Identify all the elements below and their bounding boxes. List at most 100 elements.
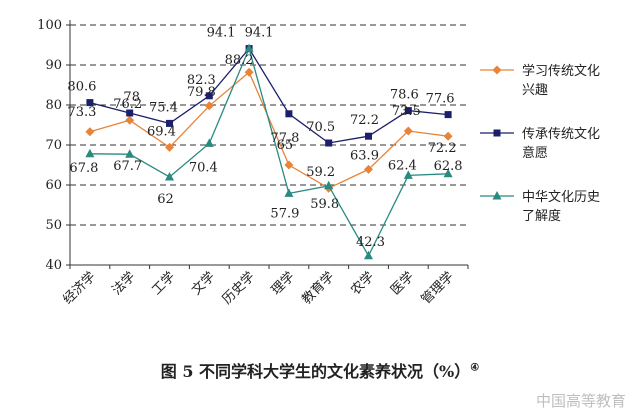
data-label: 62 [157, 192, 174, 207]
data-label: 75.4 [149, 100, 178, 115]
data-point [85, 127, 95, 137]
data-label: 73.5 [392, 104, 421, 119]
data-label: 72.2 [350, 113, 379, 128]
data-label: 94.1 [245, 26, 274, 41]
data-label: 76.2 [113, 97, 142, 112]
series-line [89, 46, 449, 258]
legend-label: 兴趣 [522, 83, 548, 98]
data-label: 77.8 [270, 131, 299, 146]
data-point [204, 138, 214, 147]
data-point [365, 132, 372, 140]
x-tick-label: 经济学 [60, 269, 99, 308]
data-label: 70.5 [306, 120, 335, 135]
data-label: 88.2 [225, 53, 254, 68]
data-point [204, 101, 214, 111]
data-point [125, 115, 135, 125]
data-point [444, 111, 452, 119]
x-tick-label: 农学 [348, 269, 378, 299]
data-point [403, 126, 413, 136]
data-label: 67.8 [69, 161, 98, 176]
legend-marker [493, 129, 501, 137]
data-label: 77.6 [426, 92, 455, 107]
data-point [443, 131, 453, 141]
data-point [166, 119, 173, 127]
data-point [244, 43, 254, 53]
data-label: 42.3 [356, 235, 385, 250]
legend-label: 学习传统文化 [522, 63, 600, 79]
y-tick-label-60: 60 [45, 178, 62, 193]
data-point [364, 250, 373, 260]
x-tick-label: 教育学 [299, 269, 338, 308]
data-label: 72.2 [428, 141, 457, 156]
data-label: 79.8 [187, 85, 216, 100]
data-label: 69.4 [147, 124, 176, 139]
series-line [89, 47, 449, 144]
legend-marker [492, 65, 502, 75]
y-tick-label-40: 40 [45, 258, 62, 273]
y-tick-labels: 40 50 60 70 80 90 100 [37, 18, 62, 273]
data-point [364, 164, 373, 174]
data-label: 62.8 [434, 159, 463, 174]
data-point [85, 148, 95, 158]
data-labels: 73.3 76.2 69.4 79.8 88.2 65 59.2 63.9 73.5 72.2 80… [67, 26, 462, 250]
x-tick-label: 工学 [149, 269, 179, 299]
data-point [404, 107, 412, 115]
legend-marker [492, 191, 502, 200]
data-point [403, 170, 413, 179]
data-label: 78 [123, 90, 140, 105]
data-point [284, 160, 294, 170]
data-point [165, 142, 174, 152]
data-label: 78.6 [390, 88, 419, 103]
y-tick-label-90: 90 [45, 58, 62, 73]
data-point [285, 110, 293, 118]
data-label: 80.6 [67, 80, 96, 95]
legend-label: 意愿 [522, 145, 548, 161]
data-label: 82.3 [187, 73, 216, 88]
data-label: 59.2 [306, 165, 335, 180]
data-label: 70.4 [189, 160, 218, 175]
axes [66, 20, 469, 269]
y-tick-label-80: 80 [45, 98, 62, 113]
x-tick-label: 历史学 [219, 269, 258, 308]
data-point [244, 67, 254, 77]
watermark: 中国高等教育 [535, 392, 626, 410]
legend-label: 中华文化历史 [522, 190, 600, 205]
data-label: 63.9 [350, 148, 379, 163]
data-point [284, 188, 294, 197]
data-label: 94.1 [207, 26, 236, 41]
data-label: 57.9 [270, 206, 299, 221]
y-tick-label-70: 70 [45, 138, 62, 153]
data-point [205, 92, 213, 100]
data-label: 67.7 [113, 159, 142, 174]
data-label: 73.3 [67, 105, 96, 120]
data-point [325, 139, 333, 147]
data-point [443, 168, 453, 178]
x-tick-label: 理学 [268, 269, 298, 299]
data-label: 62.4 [388, 158, 417, 173]
x-tick-labels: 经济学 法学 工学 文学 历史学 理学 教育学 农学 医学 管理学 [60, 269, 457, 308]
x-tick-label: 医学 [387, 269, 417, 299]
data-label: 65 [277, 138, 294, 153]
x-tick-label: 文学 [188, 269, 218, 299]
series-3 [85, 43, 453, 260]
x-tick-label: 管理学 [418, 269, 457, 308]
data-point [126, 109, 134, 117]
y-tick-label-100: 100 [37, 18, 62, 33]
data-point [165, 172, 174, 181]
data-point [324, 180, 334, 190]
legend-label: 传承传统文化 [522, 127, 600, 142]
series [85, 43, 453, 260]
legend-label: 了解度 [522, 208, 561, 224]
x-tick-label: 法学 [109, 269, 139, 299]
grid-lines [70, 24, 468, 226]
data-point [86, 99, 94, 107]
data-label: 59.8 [310, 197, 339, 212]
data-point [125, 149, 135, 158]
figure-caption: 图 5 不同学科大学生的文化素养状况（%）④ [0, 358, 640, 382]
caption-footnote-mark: ④ [470, 362, 480, 374]
